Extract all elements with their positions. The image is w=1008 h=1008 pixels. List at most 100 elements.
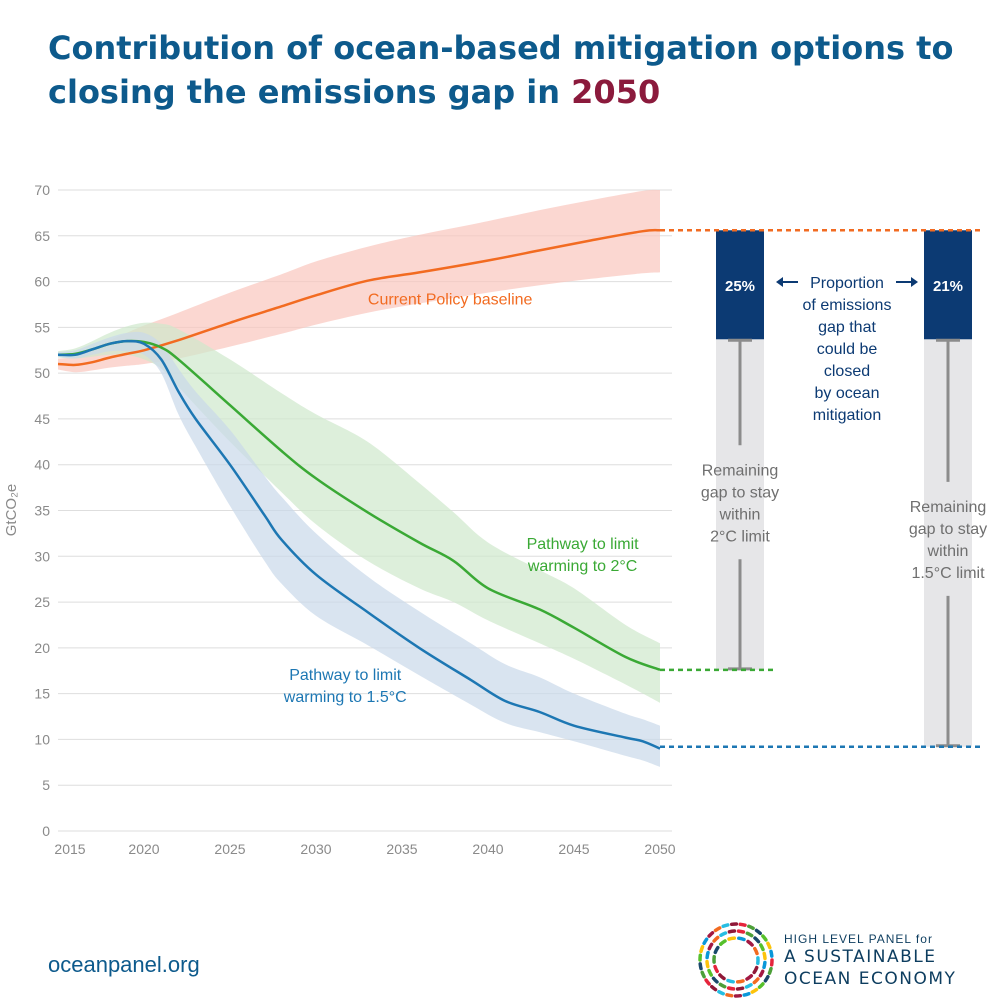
logo-ring-segment <box>769 949 774 958</box>
logo-ring-segment <box>750 987 759 994</box>
logo-ring-segment <box>762 951 767 961</box>
footer-url[interactable]: oceanpanel.org <box>48 952 200 977</box>
logo-ring-segment <box>711 976 719 984</box>
logo-ring-segment <box>767 966 773 975</box>
proportion-label-line: gap that <box>818 319 876 336</box>
arrow-right-icon <box>911 277 918 287</box>
mitigation-percent-label: 21% <box>933 278 963 295</box>
series-label: warming to 1.5°C <box>283 689 407 706</box>
logo-ring-segment <box>736 929 746 934</box>
series-label: Current Policy baseline <box>368 291 533 308</box>
y-tick-label: 30 <box>34 548 50 564</box>
logo-ring-segment <box>727 936 737 941</box>
series-line-2 <box>57 339 661 750</box>
y-tick-label: 35 <box>34 503 50 519</box>
y-tick-label: 0 <box>42 823 50 839</box>
uncertainty-band-2 <box>58 331 660 767</box>
proportion-label-line: by ocean <box>815 385 880 402</box>
logo-ring-segment <box>737 936 746 942</box>
logo-ring-segment <box>735 986 745 991</box>
y-tick-label: 70 <box>34 182 50 198</box>
logo-ring-segment <box>752 965 759 975</box>
x-tick-label: 2050 <box>644 841 675 857</box>
series-line-0 <box>57 228 661 367</box>
logo-ring-segment <box>766 941 772 950</box>
y-tick-label: 65 <box>34 228 50 244</box>
logo-ring-segment <box>710 984 718 992</box>
logo-ring-segment <box>700 970 706 979</box>
logo-ring-segment <box>705 950 710 960</box>
logo-line-1: HIGH LEVEL PANEL for <box>784 932 933 946</box>
y-tick-label: 45 <box>34 411 50 427</box>
logo-ring-segment <box>698 962 703 971</box>
logo-ring-segment <box>759 943 765 952</box>
logo-ring-segment <box>713 945 720 955</box>
logo-ring-segment <box>727 929 737 934</box>
logo-ring-segment <box>725 993 734 998</box>
ocean-mitigation-bar-0 <box>716 230 764 340</box>
logo-ring-segment <box>705 959 710 969</box>
logo-ring-segment <box>761 934 768 942</box>
logo-ring-segment <box>754 928 762 936</box>
y-tick-label: 10 <box>34 731 50 747</box>
logo-ring-segment <box>735 979 745 984</box>
logo-ring-segment <box>719 931 728 937</box>
chart-title: Contribution of ocean-based mitigation o… <box>48 26 988 114</box>
logo-ring-segment <box>747 924 755 931</box>
arrow-left-icon <box>776 277 783 287</box>
remaining-gap-label-line: Remaining <box>910 499 986 516</box>
logo-line-2: A SUSTAINABLE <box>784 947 937 967</box>
logo-ring-segment <box>757 982 765 989</box>
series-label: warming to 2°C <box>527 558 638 575</box>
x-tick-label: 2030 <box>300 841 331 857</box>
logo-ring-segment <box>752 977 760 985</box>
remaining-gap-label-line: Remaining <box>702 462 778 479</box>
uncertainty-band-1 <box>58 322 660 703</box>
logo-ring-segment <box>762 960 767 970</box>
ocean-mitigation-bar-1 <box>924 230 972 340</box>
series-label: Pathway to limit <box>527 536 640 553</box>
logo-ring-segment <box>704 978 711 986</box>
series-label: Pathway to limit <box>289 667 402 684</box>
proportion-label-line: could be <box>817 341 878 358</box>
logo-ring-segment <box>718 939 727 946</box>
logo-ring-icon <box>698 922 774 998</box>
proportion-label-line: Proportion <box>810 275 884 292</box>
remaining-gap-label-line: within <box>719 506 761 523</box>
logo-ring-segment <box>718 973 726 981</box>
logo-ring-segment <box>746 939 754 947</box>
y-tick-label: 5 <box>42 777 50 793</box>
ocean-panel-logo: HIGH LEVEL PANEL for A SUSTAINABLE OCEAN… <box>694 918 994 1000</box>
logo-ring-segment <box>753 936 761 944</box>
y-axis-label: GtCO₂e <box>3 484 20 537</box>
logo-ring-segment <box>726 978 735 984</box>
proportion-label-line: mitigation <box>813 407 881 424</box>
logo-ring-segment <box>721 923 730 929</box>
remaining-gap-label-line: within <box>927 543 969 560</box>
logo-ring-segment <box>713 926 722 933</box>
y-tick-label: 20 <box>34 640 50 656</box>
proportion-label-line: closed <box>824 363 870 380</box>
uncertainty-band-0 <box>58 189 660 373</box>
logo-ring-segment <box>707 931 715 938</box>
logo-text: HIGH LEVEL PANEL for A SUSTAINABLE OCEAN… <box>784 932 956 990</box>
remaining-gap-label-line: gap to stay <box>909 521 987 538</box>
x-tick-label: 2020 <box>128 841 159 857</box>
logo-ring-segment <box>758 969 765 978</box>
logo-ring-segment <box>713 964 719 974</box>
logo-ring-segment <box>699 945 705 954</box>
x-tick-label: 2040 <box>472 841 503 857</box>
remaining-gap-label-line: 1.5°C limit <box>911 565 985 582</box>
y-tick-label: 40 <box>34 457 50 473</box>
logo-ring-segment <box>707 942 714 951</box>
proportion-label-line: of emissions <box>803 297 892 314</box>
logo-ring-segment <box>745 931 754 938</box>
logo-ring-segment <box>702 937 709 946</box>
logo-ring-segment <box>763 974 770 983</box>
y-tick-label: 50 <box>34 365 50 381</box>
title-main: Contribution of ocean-based mitigation o… <box>48 29 954 111</box>
logo-ring-segment <box>707 968 713 977</box>
y-tick-label: 25 <box>34 594 50 610</box>
x-tick-label: 2045 <box>558 841 589 857</box>
